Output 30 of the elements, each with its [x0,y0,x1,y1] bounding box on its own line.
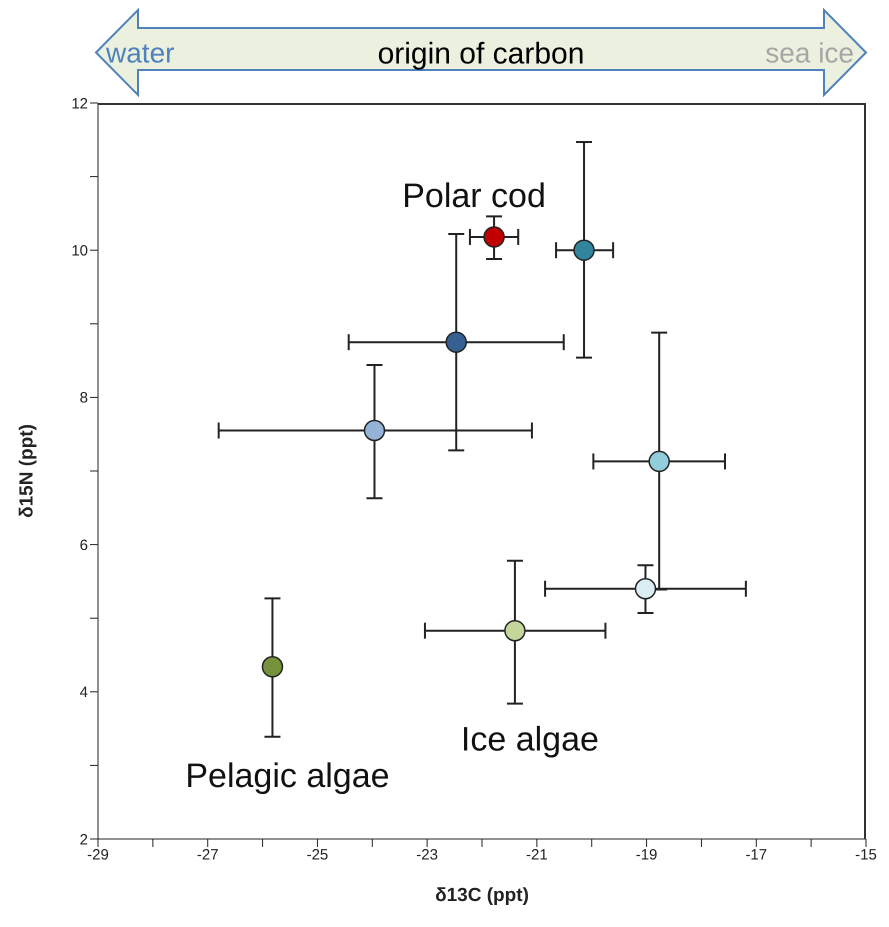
point [648,450,670,472]
x-tick-label: -19 [636,846,658,864]
text: water [105,38,174,68]
y-tick-label: 12 [71,95,88,112]
point [445,331,467,353]
chart-title: origin of carbon [378,38,584,70]
point [262,656,284,678]
annotation: Pelagic algae [185,756,390,795]
point [634,578,656,600]
text: sea ice [765,38,854,68]
x-tick-label: -25 [306,846,328,864]
y-axis-title: δ15N (ppt) [16,424,38,518]
x-tick-label: -17 [745,846,768,864]
y-tick-label: 2 [80,831,88,848]
point [504,620,526,642]
x-tick-label: -23 [416,846,438,864]
x-tick-label: -21 [526,846,548,864]
y-tick-label: 6 [80,536,88,554]
y-tick-label: 4 [80,684,88,702]
y-tick-label: 10 [71,242,88,260]
x-axis-title: δ13C (ppt) [435,885,529,906]
point [364,420,386,442]
x-tick-label: -27 [196,846,219,864]
point [573,239,595,261]
x-tick-label: -29 [87,846,109,864]
annotation: Polar cod [402,176,546,215]
point [483,226,505,248]
x-tick-label: -15 [855,846,877,864]
annotation: Ice algae [460,720,599,759]
y-tick-label: 8 [80,390,88,407]
